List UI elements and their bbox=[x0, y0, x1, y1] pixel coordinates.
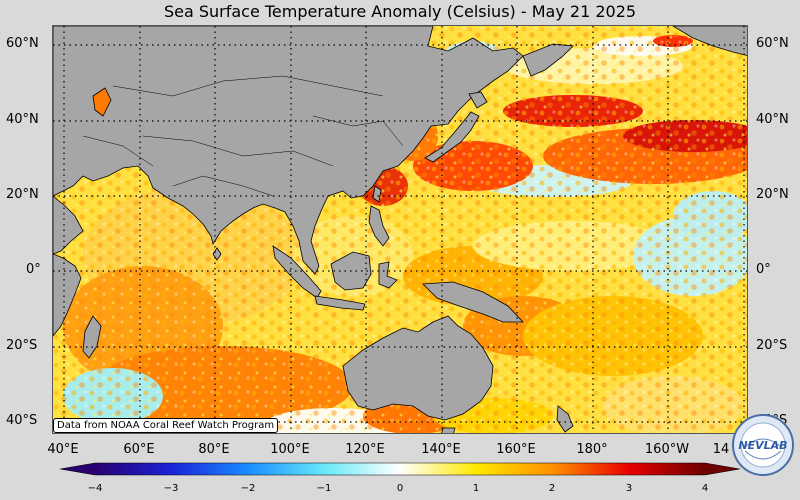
arabia-landmass bbox=[53, 195, 84, 255]
lat-label-40n-right: 40°N bbox=[756, 112, 789, 127]
taiwan-landmass bbox=[372, 185, 382, 203]
lon-label-120e: 120°E bbox=[345, 442, 385, 457]
data-attribution: Data from NOAA Coral Reef Watch Program bbox=[53, 418, 279, 433]
logo-text: NEVLAB bbox=[738, 439, 787, 452]
lat-label-40s-left: 40°S bbox=[6, 413, 38, 428]
kamchatka-landmass bbox=[522, 43, 574, 77]
caspian-sea bbox=[92, 87, 112, 117]
lon-label-80e: 80°E bbox=[198, 442, 230, 457]
country-borders bbox=[82, 75, 404, 197]
lon-label-40e: 40°E bbox=[47, 442, 79, 457]
colorbar bbox=[60, 462, 740, 476]
colorbar-tick-1: 1 bbox=[472, 483, 480, 494]
colorbar-tick-0: 0 bbox=[396, 483, 404, 494]
hokkaido-landmass bbox=[468, 91, 488, 109]
lat-label-20s-right: 20°S bbox=[756, 338, 788, 353]
lon-label-140e: 140°E bbox=[421, 442, 461, 457]
lat-label-0-right: 0° bbox=[756, 262, 771, 277]
lat-label-60n-right: 60°N bbox=[756, 36, 789, 51]
japan-landmass bbox=[424, 111, 480, 163]
colorbar-tick-minus2: −2 bbox=[240, 483, 256, 494]
tasmania-landmass bbox=[441, 427, 456, 433]
australia-landmass bbox=[342, 315, 494, 421]
java-landmass bbox=[314, 295, 366, 311]
land-masses bbox=[53, 26, 747, 433]
north-america-landmass bbox=[672, 26, 747, 56]
lat-label-20n-right: 20°N bbox=[756, 187, 789, 202]
lat-label-40n-left: 40°N bbox=[6, 112, 39, 127]
map-panel bbox=[52, 25, 748, 434]
lon-label-160w: 160°W bbox=[644, 442, 690, 457]
lat-label-0-left: 0° bbox=[26, 262, 41, 277]
colorbar-bar bbox=[60, 462, 740, 476]
asia-landmass bbox=[53, 26, 524, 275]
sulawesi-landmass bbox=[378, 261, 398, 289]
africa-landmass bbox=[53, 253, 82, 337]
lon-label-180: 180° bbox=[576, 442, 608, 457]
philippines-landmass bbox=[368, 205, 390, 247]
lon-label-60e: 60°E bbox=[123, 442, 155, 457]
lon-label-100e: 100°E bbox=[270, 442, 310, 457]
lon-label-160e: 160°E bbox=[496, 442, 536, 457]
colorbar-tick-3: 3 bbox=[625, 483, 633, 494]
lat-label-20n-left: 20°N bbox=[6, 187, 39, 202]
sst-anomaly-map bbox=[53, 26, 747, 433]
colorbar-tick-minus1: −1 bbox=[316, 483, 332, 494]
nevlab-logo: NEVLAB bbox=[732, 414, 794, 476]
map-title: Sea Surface Temperature Anomaly (Celsius… bbox=[163, 2, 637, 21]
lat-label-60n-left: 60°N bbox=[6, 36, 39, 51]
colorbar-tick-minus4: −4 bbox=[87, 483, 103, 494]
new-zealand-landmass bbox=[556, 405, 574, 433]
colorbar-tick-2: 2 bbox=[548, 483, 556, 494]
lat-label-20s-left: 20°S bbox=[6, 338, 38, 353]
colorbar-tick-minus3: −3 bbox=[163, 483, 179, 494]
new-guinea-landmass bbox=[422, 281, 524, 323]
graticule bbox=[53, 26, 747, 433]
lon-label-140w-partial: 14 bbox=[712, 442, 730, 457]
colorbar-tick-4: 4 bbox=[701, 483, 709, 494]
